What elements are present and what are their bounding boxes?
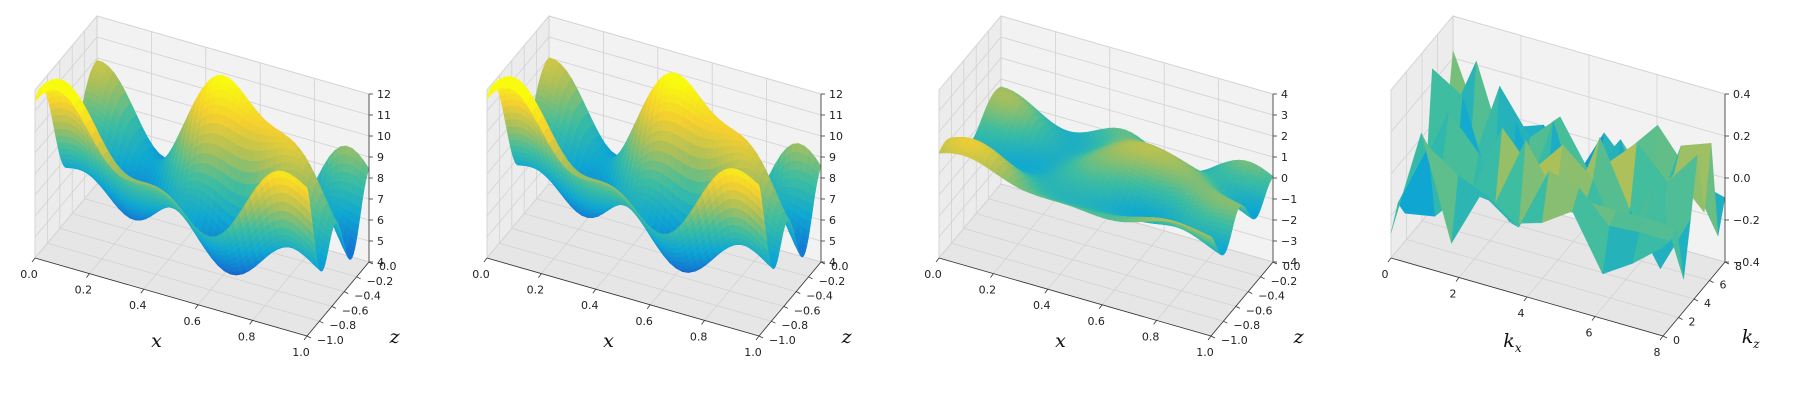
surface xyxy=(938,86,1274,256)
surface-facet xyxy=(300,181,309,196)
x-tick-label: 0.0 xyxy=(20,268,38,281)
z-tick-label: 10 xyxy=(377,130,391,143)
y-tick xyxy=(783,306,788,309)
y-tick xyxy=(771,320,776,324)
x-tick xyxy=(140,288,145,294)
y-tick-label: 0.0 xyxy=(831,260,849,273)
gridline xyxy=(34,15,370,95)
z-tick-label: 9 xyxy=(829,151,836,164)
y-axis-line xyxy=(758,261,822,337)
x-axis-label: x xyxy=(603,330,614,352)
y-tick-label: −0.8 xyxy=(781,319,808,332)
surface-plot-2: 0.0 0.2 0.4 0.6 0.8 1.0 −1.0 −0.8 −0.6−0.4 −0.2 0.… xyxy=(472,14,853,359)
x-tick-label: 0.2 xyxy=(527,284,545,297)
y-tick-label: −0.2 xyxy=(819,275,846,288)
z-tick-label: 8 xyxy=(829,172,836,185)
surface-plot-3-difference: 0.00.20.40.60.81.0−1.0−0.8−0.6−0.4−0.20.… xyxy=(924,14,1305,359)
x-tick xyxy=(86,273,90,278)
y-axis-line xyxy=(306,261,370,337)
gridline xyxy=(938,183,1274,263)
x-tick-label: 0.8 xyxy=(238,330,256,343)
x-tick xyxy=(592,288,597,294)
x-axis-line xyxy=(486,257,760,337)
axes-3d: 0.0 0.2 0.4 0.6 0.8 1.0 −1.0 −0.8 −0.6−0.4 −0.2 0.… xyxy=(20,14,401,359)
x-tick-label: 0.8 xyxy=(690,330,708,343)
x-tick xyxy=(31,257,36,263)
z-tick-label: 5 xyxy=(829,235,836,248)
tick-labels: 0.0 0.2 0.4 0.6 0.8 1.0 −1.0 −0.8 −0.6−0.4 −0.2 0.… xyxy=(20,88,396,359)
y-tick-label: −1.0 xyxy=(769,334,796,347)
gridline xyxy=(486,15,822,95)
gridline xyxy=(938,78,1274,158)
y-tick-label: −1.0 xyxy=(317,334,344,347)
y-tick xyxy=(808,276,813,280)
y-tick xyxy=(796,291,801,294)
z-tick-label: 8 xyxy=(377,172,384,185)
y-axis-label: z xyxy=(841,326,853,348)
y-tick-label: 0.0 xyxy=(379,260,397,273)
x-tick xyxy=(249,320,253,325)
y-tick-label: −0.4 xyxy=(806,290,833,303)
z-tick-label: 11 xyxy=(377,109,391,122)
y-tick xyxy=(758,335,764,339)
z-tick-label: 4 xyxy=(829,256,836,269)
y-tick-label: −0.6 xyxy=(342,304,369,317)
y-tick xyxy=(319,320,324,324)
y-axis-label: z xyxy=(389,326,401,348)
x-tick xyxy=(701,320,705,325)
x-tick xyxy=(755,335,760,341)
z-tick-label: 6 xyxy=(377,214,384,227)
x-tick-label: 0.4 xyxy=(581,299,599,312)
x-tick-label: 0.0 xyxy=(472,268,490,281)
z-tick-label: 10 xyxy=(829,130,843,143)
surface-plot-1: 0.0 0.2 0.4 0.6 0.8 1.0 −1.0 −0.8 −0.6−0.4 −0.2 0.… xyxy=(20,14,401,359)
y-tick xyxy=(344,291,349,294)
x-tick-label: 0.6 xyxy=(183,315,201,328)
surface-facet xyxy=(752,179,761,193)
x-tick xyxy=(303,335,308,341)
x-tick xyxy=(538,273,542,278)
x-tick-label: 0.2 xyxy=(75,284,93,297)
gridline xyxy=(938,36,1274,116)
x-tick-label: 0.6 xyxy=(635,315,653,328)
gridline xyxy=(938,15,1274,95)
x-tick-label: 1.0 xyxy=(292,346,310,359)
z-tick-label: 7 xyxy=(377,193,384,206)
z-tick-label: 5 xyxy=(377,235,384,248)
axes-3d: 0.0 0.2 0.4 0.6 0.8 1.0 −1.0 −0.8 −0.6−0.4 −0.2 0.… xyxy=(472,14,853,359)
y-tick-label: −0.6 xyxy=(794,304,821,317)
y-tick-label: −0.4 xyxy=(354,290,381,303)
x-tick xyxy=(646,304,651,310)
z-tick-label: 6 xyxy=(829,214,836,227)
surface xyxy=(486,57,822,273)
gridline xyxy=(938,57,1274,137)
z-tick-label: 9 xyxy=(377,151,384,164)
y-tick xyxy=(331,306,336,309)
z-tick-label: 7 xyxy=(829,193,836,206)
y-tick xyxy=(306,335,312,339)
x-tick xyxy=(483,257,488,263)
z-tick-label: 12 xyxy=(377,88,391,101)
z-tick-label: 12 xyxy=(829,88,843,101)
x-tick-label: 0.4 xyxy=(129,299,147,312)
z-tick-label: 11 xyxy=(829,109,843,122)
x-axis-line xyxy=(34,257,308,337)
y-tick-label: −0.2 xyxy=(367,275,394,288)
y-tick-label: −0.8 xyxy=(329,319,356,332)
axes-3d: 0.00.20.40.60.81.0−1.0−0.8−0.6−0.4−0.20.… xyxy=(924,14,1305,359)
x-tick xyxy=(194,304,199,310)
surface xyxy=(34,59,370,276)
y-tick xyxy=(356,276,361,280)
z-tick-label: 4 xyxy=(377,256,384,269)
tick-labels: 0.0 0.2 0.4 0.6 0.8 1.0 −1.0 −0.8 −0.6−0.4 −0.2 0.… xyxy=(472,88,848,359)
x-tick-label: 1.0 xyxy=(744,346,762,359)
x-axis-label: x xyxy=(151,330,162,352)
